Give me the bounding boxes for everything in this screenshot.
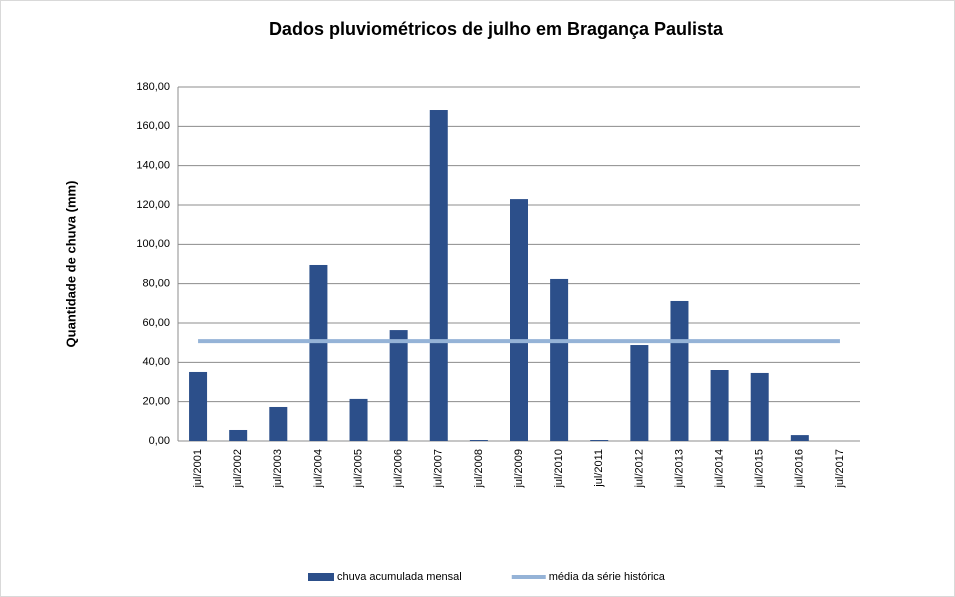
y-tick-label: 80,00 — [142, 278, 170, 290]
bar — [229, 429, 248, 441]
x-tick-label: jul/2004 — [312, 449, 324, 489]
bar — [670, 300, 689, 441]
y-tick-label: 140,00 — [136, 160, 170, 172]
y-tick-label: 160,00 — [136, 120, 170, 132]
bar — [309, 264, 328, 441]
x-tick-label: jul/2006 — [393, 449, 405, 489]
legend-label: média da série histórica — [549, 571, 666, 583]
x-tick-label: jul/2012 — [633, 449, 645, 489]
bar — [389, 330, 408, 441]
x-tick-label: jul/2009 — [513, 449, 525, 489]
y-tick-label: 100,00 — [136, 238, 170, 250]
x-tick-label: jul/2013 — [673, 449, 685, 489]
legend-label: chuva acumulada mensal — [337, 571, 462, 583]
y-tick-label: 0,00 — [149, 435, 170, 447]
bar — [710, 370, 729, 441]
bar — [349, 398, 368, 441]
bar — [590, 440, 609, 441]
chart-title: Dados pluviométricos de julho em Braganç… — [269, 19, 724, 39]
x-tick-label: jul/2003 — [272, 449, 284, 489]
x-tick-label: jul/2017 — [834, 449, 846, 489]
x-tick-label: jul/2007 — [433, 449, 445, 489]
x-tick-label: jul/2002 — [232, 449, 244, 489]
x-tick-label: jul/2010 — [553, 449, 565, 489]
y-tick-label: 20,00 — [142, 396, 170, 408]
bar — [469, 440, 488, 441]
x-tick-label: jul/2005 — [352, 449, 364, 489]
x-tick-label: jul/2016 — [794, 449, 806, 489]
bar — [550, 278, 569, 441]
bar — [630, 345, 649, 441]
bar — [750, 372, 769, 441]
y-tick-label: 180,00 — [136, 81, 170, 93]
y-tick-label: 60,00 — [142, 317, 170, 329]
bar — [269, 406, 288, 441]
bar — [429, 110, 448, 441]
x-tick-label: jul/2015 — [754, 449, 766, 489]
bar — [189, 371, 208, 441]
x-tick-label: jul/2011 — [593, 449, 605, 488]
y-axis-title: Quantidade de chuva (mm) — [63, 181, 78, 348]
bar — [510, 199, 528, 441]
legend-swatch — [308, 573, 334, 581]
y-tick-label: 40,00 — [142, 356, 170, 368]
y-tick-label: 120,00 — [136, 199, 170, 211]
x-tick-label: jul/2001 — [192, 449, 204, 489]
bar — [790, 435, 809, 441]
x-tick-label: jul/2014 — [713, 449, 725, 489]
x-tick-label: jul/2008 — [473, 449, 485, 489]
